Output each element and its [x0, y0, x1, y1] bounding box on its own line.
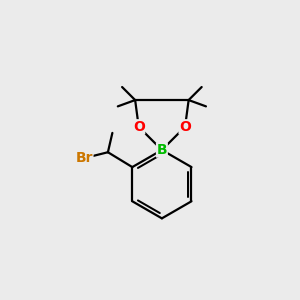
Text: Br: Br [75, 151, 93, 165]
Text: B: B [157, 143, 167, 157]
Text: O: O [133, 120, 145, 134]
Text: O: O [179, 120, 191, 134]
